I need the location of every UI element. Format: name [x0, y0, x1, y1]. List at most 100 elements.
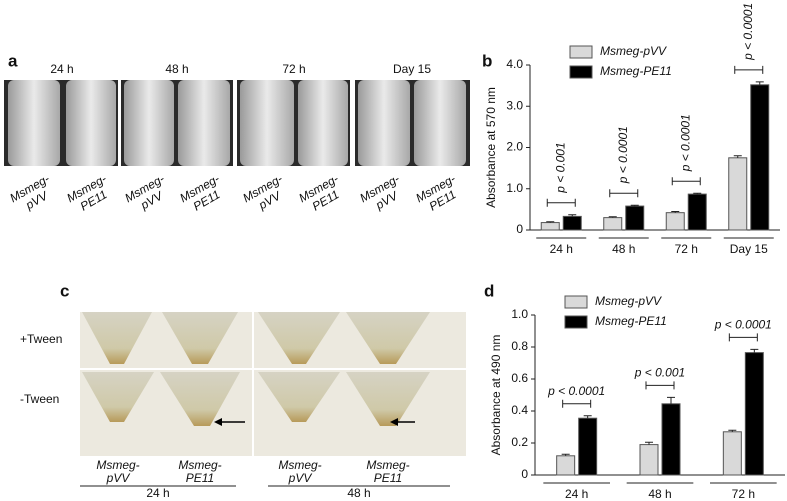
y-tick-label: 1.0	[506, 181, 523, 195]
tube-label-line: PE11	[186, 471, 214, 485]
y-tick-label: 3.0	[506, 98, 523, 112]
y-tick-label: 1.0	[511, 307, 528, 321]
bar	[540, 222, 560, 231]
p-value: p < 0.0001	[616, 126, 630, 184]
error-bar	[728, 429, 737, 432]
legend-label: Msmeg-pVV	[600, 44, 667, 58]
time-label: 48 h	[165, 62, 188, 76]
error-bar	[671, 210, 680, 213]
tube-label: Msmeg-PE11	[413, 171, 458, 213]
significance-bracket	[546, 198, 576, 207]
x-tick-label: 48 h	[648, 487, 671, 501]
tube-label: Msmeg-pVV	[240, 171, 285, 212]
tube-label-line: pVV	[288, 471, 313, 485]
p-value: p < 0.0001	[741, 3, 755, 61]
error-bar	[693, 192, 702, 195]
bar	[728, 157, 748, 231]
tube-label-line: Msmeg-	[366, 458, 409, 472]
panel-label: c	[60, 281, 69, 300]
x-tick-label: 24 h	[550, 242, 573, 256]
y-tick-label: 0.2	[511, 435, 528, 449]
time-label: 24 h	[50, 62, 73, 76]
bar	[661, 403, 681, 476]
y-tick-label: 0	[521, 467, 528, 481]
error-bar	[750, 348, 759, 353]
legend-swatch	[564, 315, 588, 329]
bar	[750, 84, 770, 231]
legend-swatch	[569, 45, 593, 59]
bar	[665, 212, 685, 231]
tube-label-line: Msmeg-	[178, 458, 221, 472]
p-value: p < 0.0001	[678, 114, 692, 172]
tube-label: Msmeg-pVV	[357, 171, 402, 212]
tube-label-line: Msmeg-	[278, 458, 321, 472]
p-value: p < 0.001	[553, 142, 567, 193]
panel-label: b	[482, 51, 492, 70]
bar	[578, 417, 598, 476]
error-bar	[546, 221, 555, 223]
error-bar	[568, 214, 577, 217]
time-label: Day 15	[393, 62, 431, 76]
time-label: 48 h	[347, 486, 370, 500]
significance-bracket	[562, 399, 592, 408]
significance-bracket	[645, 381, 675, 390]
bar	[687, 193, 707, 231]
y-axis-label: Absorbance at 570 nm	[484, 87, 498, 208]
error-bar	[630, 204, 639, 207]
y-tick-label: 0.6	[511, 371, 528, 385]
p-value: p < 0.0001	[714, 318, 772, 332]
tube-label-line: PE11	[374, 471, 402, 485]
y-tick-label: 4.0	[506, 57, 523, 71]
y-tick-label: 0	[516, 222, 523, 236]
x-tick-label: 72 h	[732, 487, 755, 501]
error-bar	[645, 441, 653, 445]
error-bar	[583, 415, 592, 419]
y-tick-label: 0.4	[511, 403, 528, 417]
bar	[556, 455, 576, 476]
tube-label: Msmeg-pVV	[122, 171, 167, 212]
bar	[744, 352, 764, 476]
significance-bracket	[734, 65, 764, 74]
panel-label: a	[8, 51, 18, 70]
legend-label: Msmeg-PE11	[595, 314, 667, 328]
significance-bracket	[609, 189, 639, 198]
time-label: 24 h	[146, 486, 169, 500]
x-tick-label: 72 h	[675, 242, 698, 256]
tube-label-line: pVV	[106, 471, 131, 485]
row-label: -Tween	[20, 392, 59, 406]
error-bar	[608, 216, 617, 218]
bar	[562, 215, 582, 231]
bar	[722, 431, 742, 476]
y-axis-label: Absorbance at 490 nm	[489, 335, 503, 456]
legend-swatch	[569, 65, 593, 79]
p-value: p < 0.001	[634, 366, 685, 380]
error-bar	[667, 396, 675, 404]
legend-swatch	[564, 295, 588, 309]
p-value: p < 0.0001	[547, 384, 605, 398]
error-bar	[733, 155, 742, 158]
tube-label: Msmeg-PE11	[177, 171, 222, 213]
x-tick-label: 24 h	[565, 487, 588, 501]
tube-label-line: Msmeg-	[96, 458, 139, 472]
error-bar	[561, 453, 570, 456]
bar	[625, 205, 645, 231]
error-bar	[755, 81, 764, 85]
legend-label: Msmeg-PE11	[600, 64, 672, 78]
row-label: +Tween	[20, 332, 62, 346]
y-tick-label: 2.0	[506, 140, 523, 154]
tube-label: Msmeg-PE11	[64, 171, 109, 213]
bar	[639, 444, 659, 476]
x-tick-label: Day 15	[730, 242, 768, 256]
legend-label: Msmeg-pVV	[595, 294, 662, 308]
panel-a-photos	[4, 80, 470, 166]
significance-bracket	[671, 177, 701, 186]
x-tick-label: 48 h	[612, 242, 635, 256]
panel-label: d	[484, 281, 494, 300]
tube-label: Msmeg-PE11	[296, 171, 341, 213]
significance-bracket	[728, 333, 758, 342]
panel-c-photos	[80, 312, 466, 456]
y-tick-label: 0.8	[511, 339, 528, 353]
bar	[603, 217, 623, 231]
tube-label: Msmeg-pVV	[7, 171, 52, 212]
